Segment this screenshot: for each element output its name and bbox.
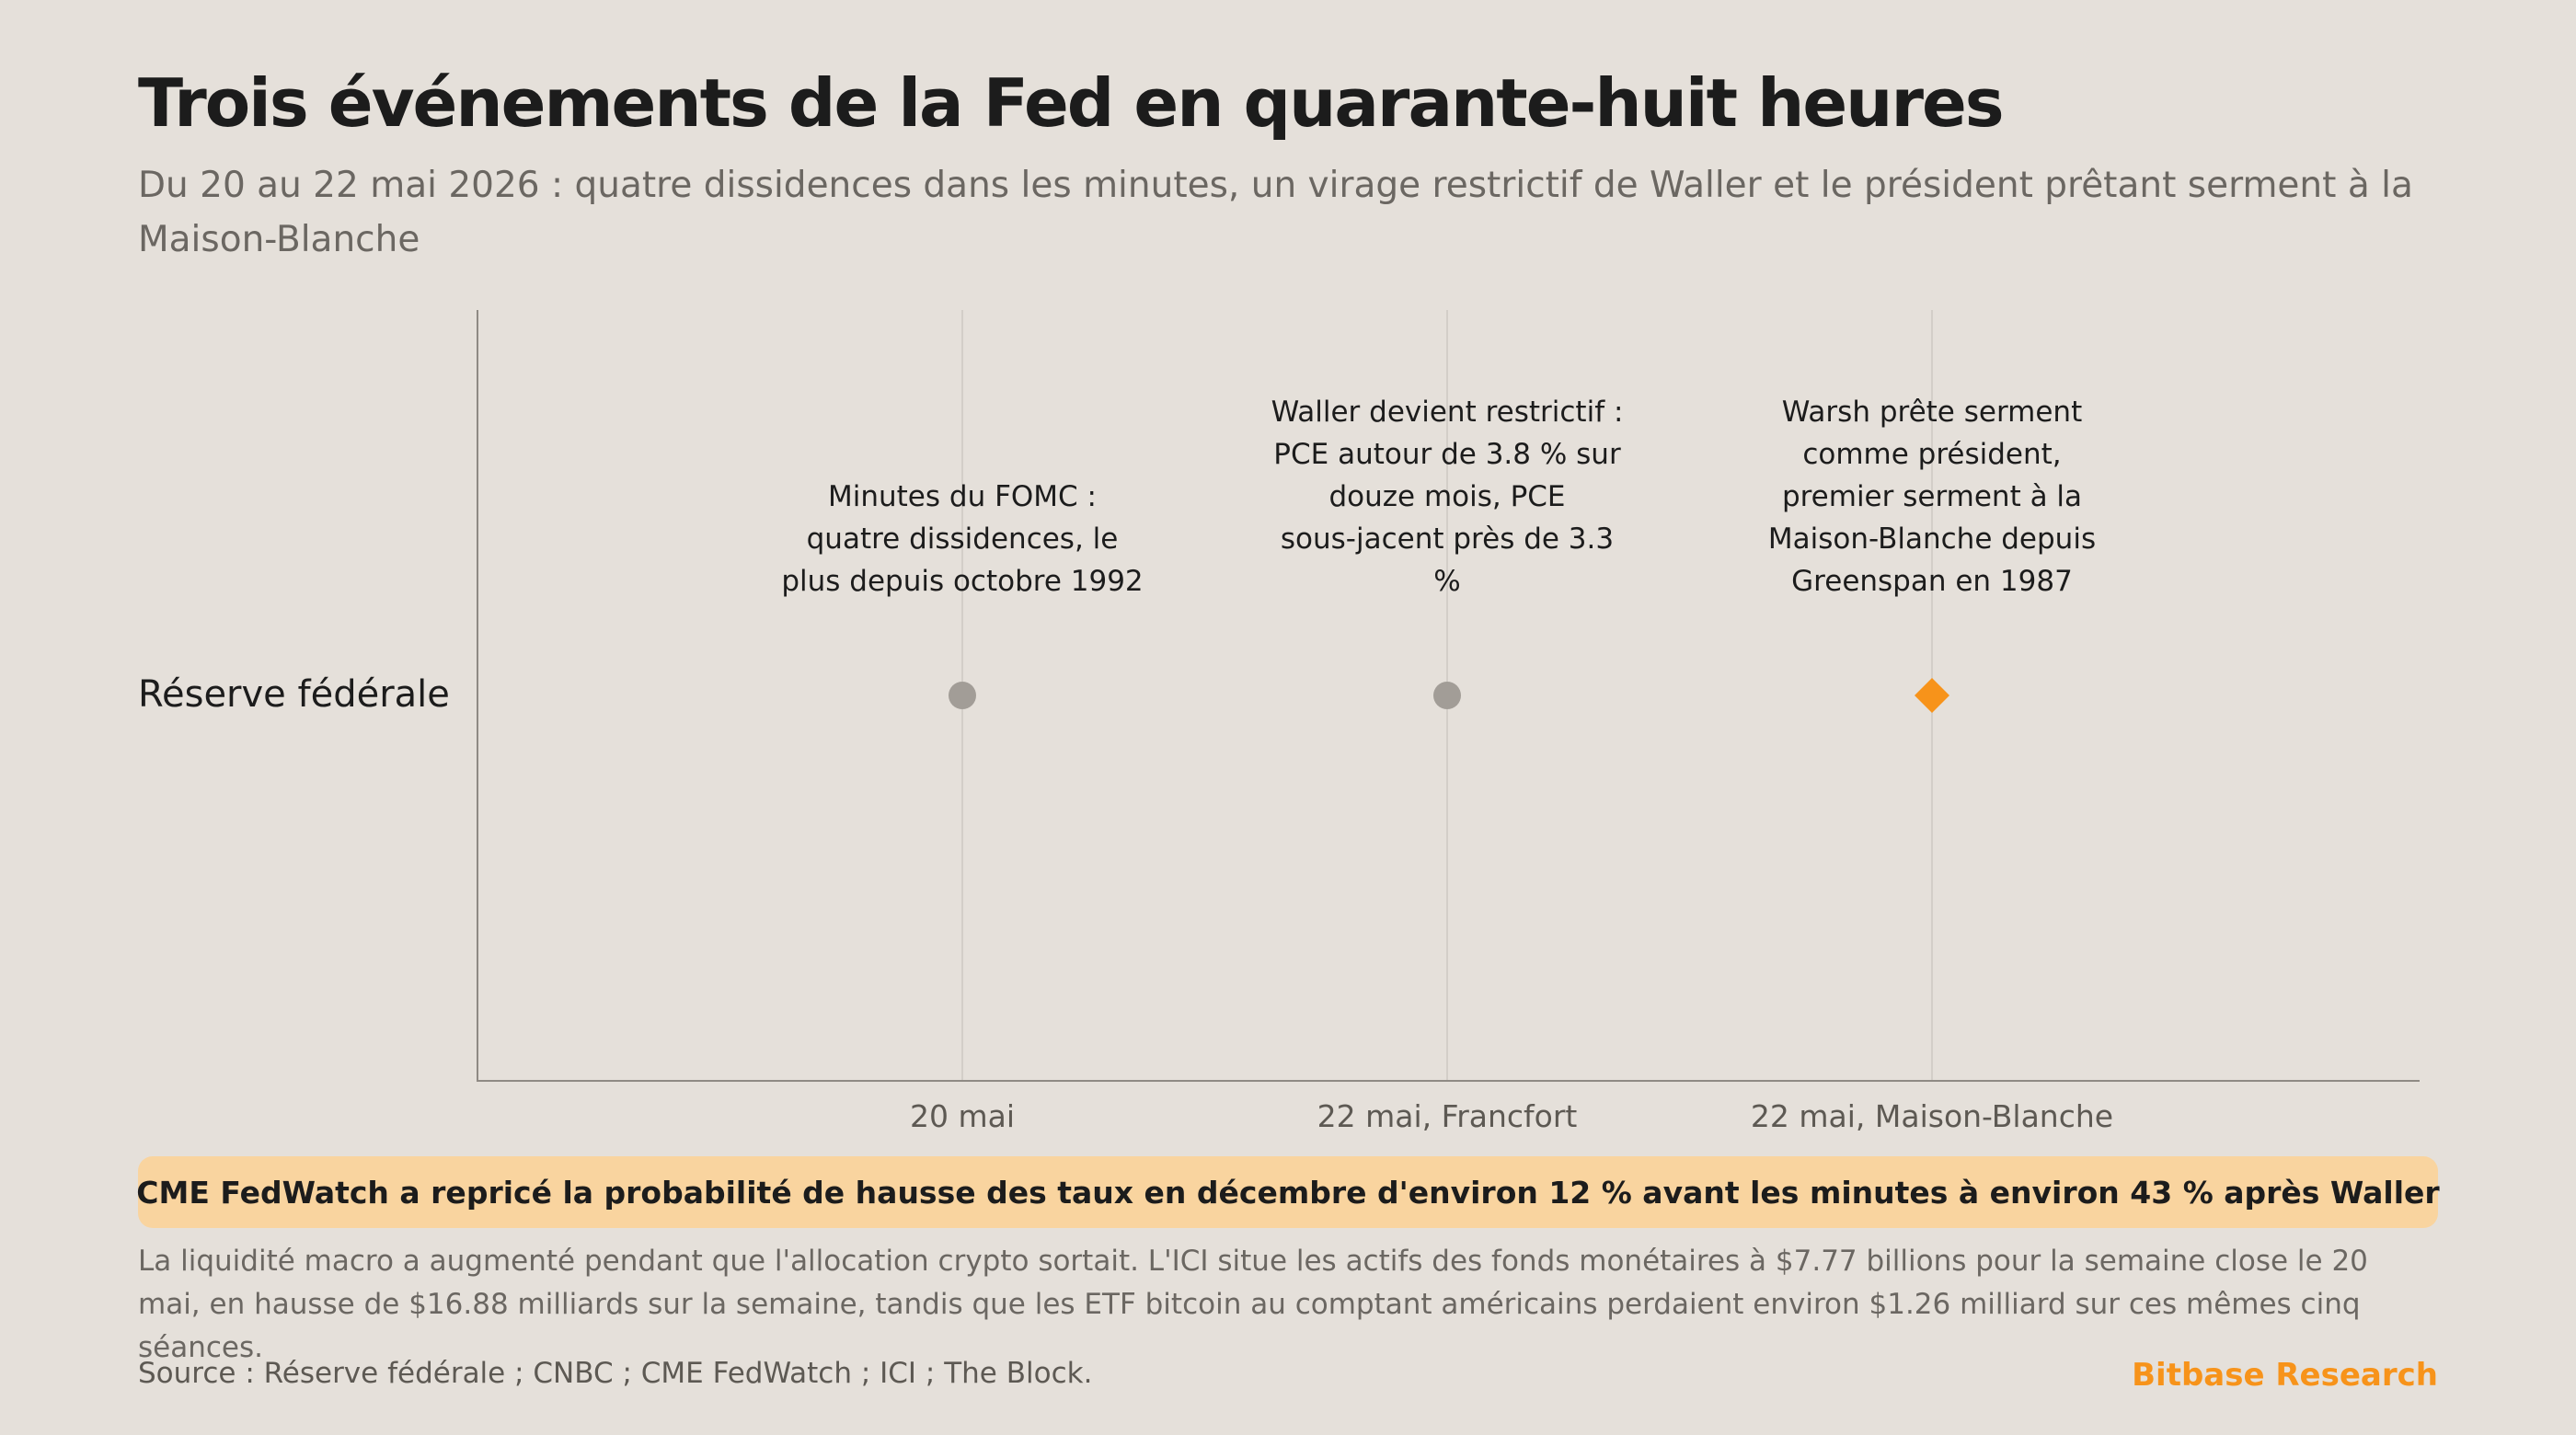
marker-layer — [949, 678, 1949, 713]
brand-label: Bitbase Research — [2132, 1357, 2438, 1394]
fedwatch-callout: CME FedWatch a repricé la probabilité de… — [136, 1156, 2440, 1228]
event-annotation: Waller devient restrictif : PCE autour de… — [1271, 396, 1624, 598]
event-annotation: Minutes du FOMC : quatre dissidences, le p… — [781, 480, 1143, 598]
x-tick-label: 20 mai — [910, 1098, 1015, 1134]
event-marker-circle — [949, 682, 976, 709]
annotation-layer: Minutes du FOMC : quatre dissidences, le p… — [781, 396, 2096, 598]
liquidity-note: La liquidité macro a augmenté pendant qu… — [138, 1245, 2368, 1364]
x-tick-labels: 20 mai 22 mai, Francfort 22 mai, Maison-Bl… — [910, 1098, 2113, 1134]
event-annotation: Warsh prête serment comme président, premi… — [1768, 396, 2096, 598]
source-line: Source : Réserve fédérale ; CNBC ; CME F… — [138, 1357, 1093, 1390]
event-marker-diamond — [1915, 678, 1949, 713]
chart-subtitle: Du 20 au 22 mai 2026 : quatre dissidence… — [138, 165, 2413, 260]
x-tick-label: 22 mai, Maison-Blanche — [1751, 1098, 2113, 1134]
row-label: Réserve fédérale — [138, 673, 450, 716]
event-marker-circle — [1433, 682, 1461, 709]
x-tick-label: 22 mai, Francfort — [1317, 1098, 1578, 1134]
chart-title: Trois événements de la Fed en quarante-h… — [138, 64, 2005, 142]
timeline-chart: Réserve fédérale 20 mai 22 mai, Francfort… — [138, 310, 2420, 1134]
